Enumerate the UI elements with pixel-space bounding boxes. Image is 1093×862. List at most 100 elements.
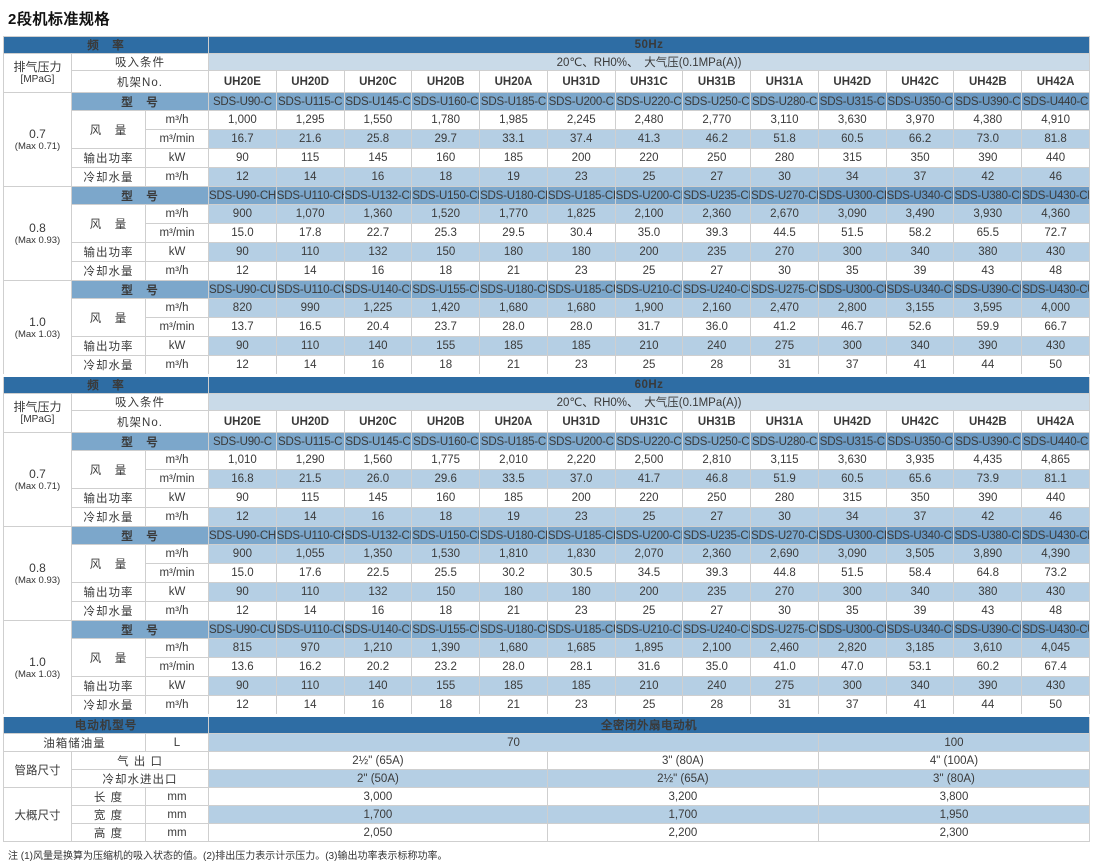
- flow-m3h-cell: 3,930: [953, 204, 1023, 224]
- model-code-cell: SDS-U200-C: [546, 432, 616, 451]
- power-kw-cell: 240: [682, 676, 752, 696]
- flow-m3min-cell: 59.9: [953, 317, 1023, 337]
- cooling-m3h-cell: 16: [343, 507, 413, 527]
- power-kw-cell: 110: [275, 336, 345, 356]
- cooling-water-row: 冷却水量 m³/h 12 14 16 18 19 23 25 27 30 34 37 42 46: [4, 507, 1090, 527]
- model-code-cell: SDS-U315-C: [817, 432, 887, 451]
- flow-m3h-cell: 3,890: [953, 544, 1023, 564]
- power-kw-cell: 132: [343, 582, 413, 602]
- flow-m3min-cell: 51.9: [750, 469, 819, 489]
- model-row: 1.0 (Max 1.03) 型 号 SDS-U90-CU SDS-U110-CU SDS…: [3, 280, 1090, 376]
- power-kw-cell: 280: [750, 488, 819, 508]
- power-kw-cell: 380: [953, 242, 1023, 262]
- approx-size-label: 大概尺寸: [3, 787, 72, 842]
- frame-model-cell: UH31D: [546, 410, 616, 433]
- unit-mm: mm: [144, 823, 210, 842]
- frame-model-cell: UH31B: [682, 70, 752, 93]
- flow-m3min-cell: 29.6: [411, 469, 481, 489]
- flow-m3h-cell: 1,225: [343, 298, 413, 318]
- model-code-cell: SDS-U185-CH: [546, 186, 616, 205]
- model-code-cell: SDS-U300-CU: [817, 620, 887, 639]
- model-code-cell: SDS-U180-CH: [479, 526, 548, 545]
- model-code-cell: SDS-U140-CU: [343, 280, 413, 299]
- piping-value: 2½" (65A): [208, 751, 548, 770]
- flow-m3min-cell: 29.7: [411, 129, 481, 149]
- cooling-m3h-cell: 21: [479, 355, 548, 376]
- dimension-value: 2,300: [817, 823, 1091, 842]
- cooling-m3h-cell: 12: [208, 355, 277, 376]
- power-kw-cell: 390: [953, 488, 1023, 508]
- model-code-cell: SDS-U90-C: [208, 92, 277, 111]
- air-flow-label: 风 量: [71, 298, 146, 337]
- model-code-cell: SDS-U200-C: [546, 92, 616, 111]
- cooling-water-row: 冷却水量 m³/h 12 14 16 18 21 23 25 27 30 35 39 43 48: [4, 601, 1090, 621]
- model-code-cell: SDS-U132-CH: [343, 186, 413, 205]
- flow-m3h-cell: 2,360: [682, 204, 752, 224]
- flow-m3h-cell: 970: [275, 638, 345, 658]
- model-label: 型 号: [70, 526, 210, 545]
- flow-m3min-cell: 37.0: [546, 469, 616, 489]
- flow-m3h-cell: 900: [208, 544, 277, 564]
- power-kw-cell: 440: [1021, 488, 1090, 508]
- flow-m3h-cell: 1,825: [546, 204, 616, 224]
- model-code-cell: SDS-U300-CH: [817, 186, 887, 205]
- cooling-m3h-cell: 25: [614, 261, 684, 281]
- flow-m3min-row: m³/min 15.0 17.6 22.5 25.5 30.2 30.5 34.5 39.3 44…: [4, 563, 1090, 583]
- output-power-label: 输出功率: [71, 488, 146, 508]
- cooling-water-row: 冷却水量 m³/h 12 14 16 18 19 23 25 27 30 34 37 42 46: [4, 167, 1090, 187]
- cooling-m3h-cell: 23: [546, 355, 616, 376]
- flow-m3min-cell: 17.6: [275, 563, 345, 583]
- flow-m3h-cell: 1,770: [479, 204, 548, 224]
- model-code-cell: SDS-U185-CH: [546, 526, 616, 545]
- cooling-m3h-cell: 41: [885, 355, 955, 376]
- flow-m3h-cell: 3,185: [885, 638, 955, 658]
- flow-m3min-cell: 28.0: [479, 657, 548, 677]
- flow-m3min-cell: 23.2: [411, 657, 481, 677]
- power-kw-cell: 185: [546, 336, 616, 356]
- model-code-cell: SDS-U240-CU: [682, 620, 752, 639]
- flow-m3h-cell: 3,630: [817, 110, 887, 130]
- model-code-cell: SDS-U220-C: [614, 432, 684, 451]
- cooling-m3h-cell: 14: [275, 167, 345, 187]
- power-kw-cell: 300: [817, 336, 887, 356]
- flow-m3h-cell: 4,435: [953, 450, 1023, 470]
- unit-m3h: m³/h: [144, 695, 210, 716]
- flow-m3min-cell: 46.8: [682, 469, 752, 489]
- unit-m3h: m³/h: [144, 638, 210, 658]
- model-code-cell: SDS-U390-C: [953, 432, 1023, 451]
- pressure-cell: 1.0 (Max 1.03): [3, 620, 72, 716]
- flow-m3h-cell: 2,245: [546, 110, 616, 130]
- power-kw-cell: 180: [546, 582, 616, 602]
- model-code-cell: SDS-U180-CU: [479, 280, 548, 299]
- output-power-label: 输出功率: [71, 148, 146, 168]
- piping-row-label: 气 出 口: [70, 751, 210, 770]
- air-flow-label: 风 量: [71, 110, 146, 149]
- flow-m3min-cell: 41.0: [750, 657, 819, 677]
- model-code-cell: SDS-U235-CH: [682, 186, 752, 205]
- model-row: 0.8 (Max 0.93) 型 号 SDS-U90-CH SDS-U110-CH SDS…: [3, 526, 1090, 621]
- power-kw-cell: 180: [479, 582, 548, 602]
- flow-m3min-cell: 15.0: [208, 563, 277, 583]
- power-kw-cell: 185: [479, 676, 548, 696]
- flow-m3min-cell: 72.7: [1021, 223, 1090, 243]
- flow-m3min-cell: 31.7: [614, 317, 684, 337]
- frame-model-cell: UH20D: [275, 410, 345, 433]
- frame-model-cell: UH20E: [208, 410, 277, 433]
- unit-m3h: m³/h: [144, 298, 210, 318]
- flow-m3h-cell: 2,810: [682, 450, 752, 470]
- piping-row: 管路尺寸气 出 口 2½" (65A) 3" (80A) 4" (100A): [3, 751, 1091, 788]
- flow-m3h-cell: 820: [208, 298, 277, 318]
- flow-m3h-row: 风 量 m³/h 1,010 1,290 1,560 1,775 2,010 2,220 2,5…: [4, 450, 1090, 489]
- flow-m3min-cell: 28.0: [546, 317, 616, 337]
- motor-model-row: 电动机型号 全密闭外扇电动机: [2, 714, 1090, 734]
- flow-m3min-cell: 37.4: [546, 129, 616, 149]
- model-code-cell: SDS-U185-CU: [546, 280, 616, 299]
- cooling-m3h-cell: 46: [1021, 507, 1090, 527]
- power-kw-cell: 145: [343, 488, 413, 508]
- flow-m3min-cell: 44.8: [750, 563, 819, 583]
- page-title: 2段机标准规格: [8, 11, 110, 28]
- cooling-m3h-cell: 35: [817, 261, 887, 281]
- frame-model-cell: UH20B: [411, 70, 481, 93]
- cooling-m3h-cell: 16: [343, 695, 413, 716]
- power-kw-cell: 210: [614, 336, 684, 356]
